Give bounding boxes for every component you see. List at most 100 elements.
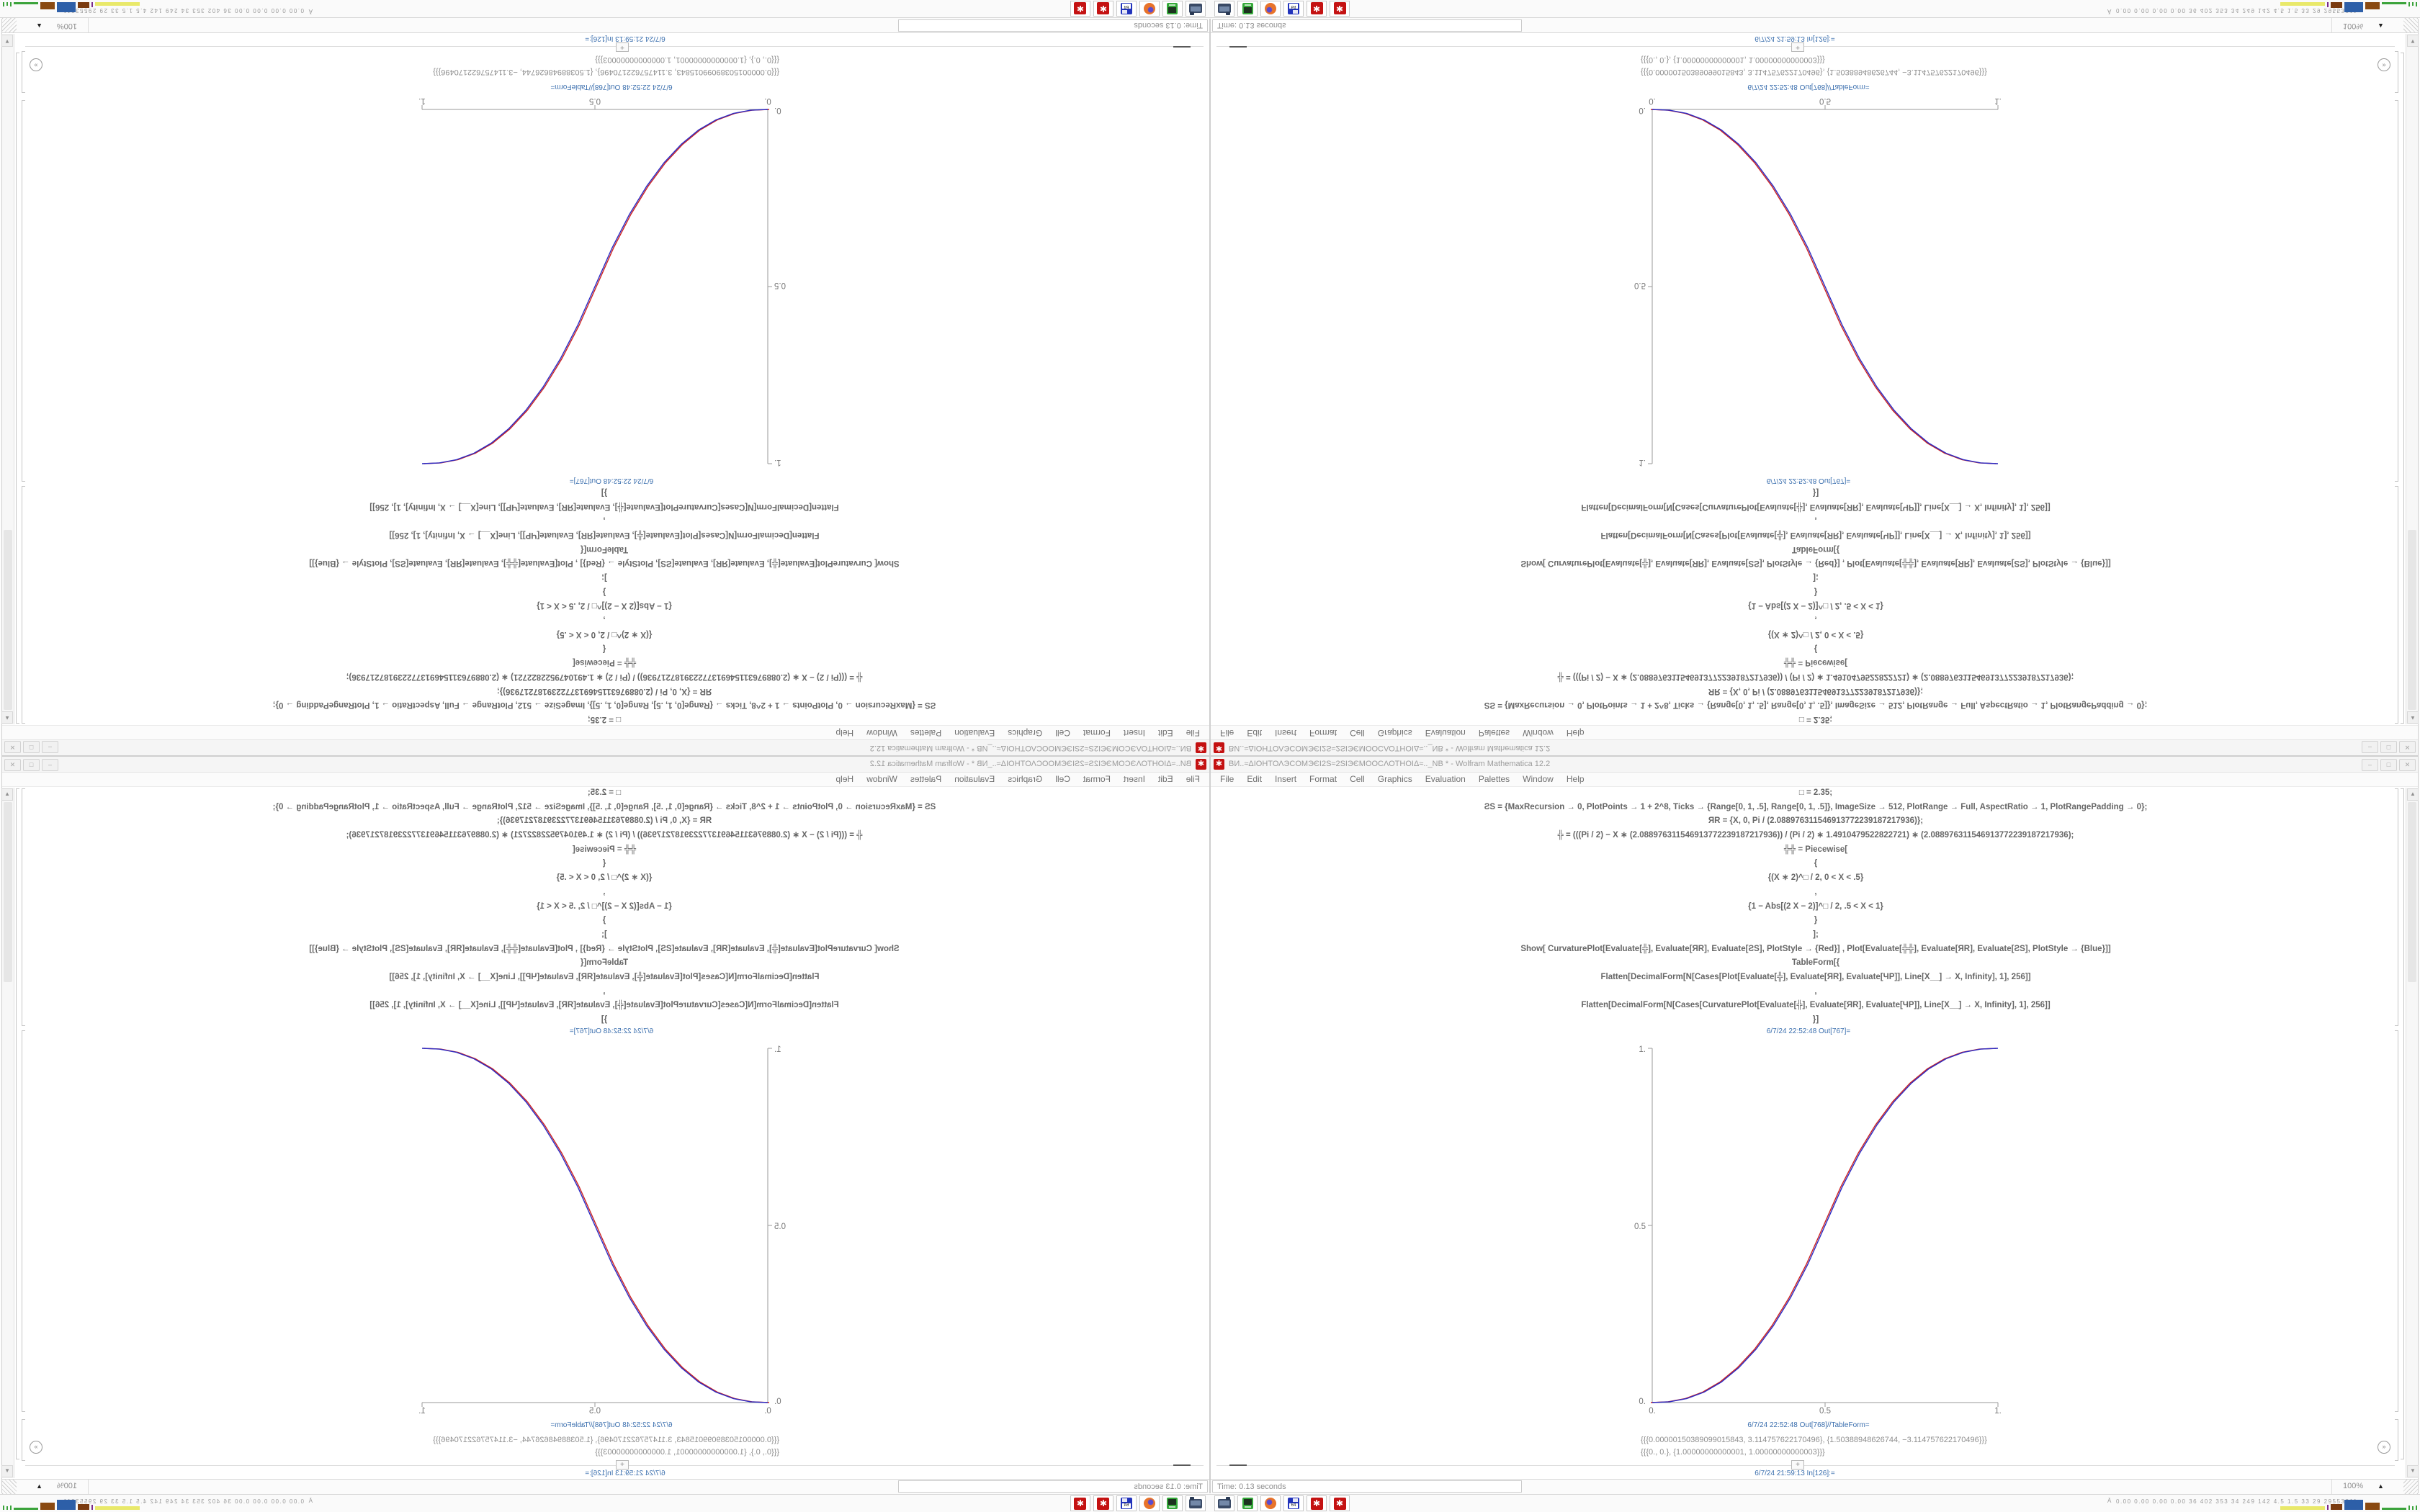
code-line[interactable]: {(X ∗ 2)^□ / 2, 0 < X < .5} — [556, 873, 653, 883]
code-line[interactable]: ЯR = {X, 0, Pi / (2.08897631154691377223… — [496, 816, 712, 826]
code-line[interactable]: }] — [601, 488, 608, 497]
code-line[interactable]: Flatten[DecimalForm[N[Cases[CurvaturePlo… — [1581, 1001, 2051, 1010]
code-line[interactable]: , — [1814, 887, 1817, 896]
taskbar-item-disk64[interactable]: 64 — [1283, 1, 1304, 17]
code-line[interactable]: } — [1814, 587, 1818, 596]
output-plot-cell-bracket[interactable] — [22, 100, 25, 482]
menu-window[interactable]: Window — [866, 774, 897, 784]
menu-palettes[interactable]: Palettes — [910, 728, 942, 738]
output-plot-cell-bracket[interactable] — [22, 1030, 25, 1412]
code-line[interactable]: ╬ = (((Pi / 2) − X ∗ (2.0889763115469137… — [1557, 831, 2074, 840]
menu-cell[interactable]: Cell — [1055, 728, 1070, 738]
code-line[interactable]: Show[ CurvaturePlot[Evaluate[╬], Evaluat… — [1520, 944, 2111, 953]
menu-help[interactable]: Help — [835, 774, 854, 784]
scroll-jump-icon[interactable]: » — [2378, 1441, 2390, 1454]
vertical-scrollbar[interactable]: ▲ ▼ — [2406, 34, 2419, 724]
taskbar-item-mathematica-1[interactable]: ✱ — [1307, 1, 1327, 17]
code-line[interactable]: Flatten[DecimalForm[N[Cases[Plot[Evaluat… — [1600, 531, 2031, 540]
menu-evaluation[interactable]: Evaluation — [954, 728, 995, 738]
menu-format[interactable]: Format — [1083, 728, 1111, 738]
menu-help[interactable]: Help — [1566, 774, 1585, 784]
menu-cell[interactable]: Cell — [1055, 774, 1070, 784]
code-line[interactable]: {1 − Abs[(2 X − 2)]^□ / 2, .5 < X < 1} — [537, 901, 672, 911]
taskbar-item-screen-capture[interactable] — [1214, 1, 1234, 17]
magnification-caret-icon[interactable]: ▲ — [36, 1482, 42, 1490]
magnification-control[interactable]: 100% — [2343, 1482, 2364, 1490]
insert-cell-plus-button[interactable]: + — [616, 1460, 629, 1470]
scrollbar-thumb[interactable] — [4, 530, 12, 710]
taskbar-item-mathematica-1[interactable]: ✱ — [1307, 1495, 1327, 1511]
code-line[interactable]: ╬╬ = Piecewise[ — [1783, 845, 1848, 854]
taskbar-item-green-utility[interactable] — [1237, 1495, 1258, 1511]
menu-edit[interactable]: Edit — [1157, 728, 1173, 738]
taskbar-item-mathematica-2[interactable]: ✱ — [1330, 1, 1350, 17]
menu-edit[interactable]: Edit — [1157, 774, 1173, 784]
cell-insert-rule[interactable] — [1216, 1465, 2395, 1466]
code-line[interactable]: ]; — [601, 930, 607, 939]
output-table-cell-bracket[interactable] — [2395, 1419, 2398, 1461]
code-line[interactable]: } — [1814, 916, 1818, 925]
input-cell[interactable]: □ = 2.35; ƧS = {MaxRecursion → 0, PlotPo… — [28, 485, 1180, 726]
code-line[interactable]: Show[ CurvaturePlot[Evaluate[╬], Evaluat… — [309, 944, 900, 953]
code-line[interactable]: {(X ∗ 2)^□ / 2, 0 < X < .5} — [1767, 873, 1864, 883]
input-cell[interactable]: □ = 2.35; ƧS = {MaxRecursion → 0, PlotPo… — [1240, 786, 2392, 1027]
code-line[interactable]: ╬╬ = Piecewise[ — [572, 845, 637, 854]
code-line[interactable]: }] — [1812, 1015, 1819, 1024]
taskbar-item-firefox[interactable] — [1260, 1495, 1281, 1511]
input-cell-bracket[interactable] — [2395, 486, 2398, 724]
input-cell-bracket[interactable] — [2395, 788, 2398, 1026]
code-line[interactable]: TableForm[{ — [580, 958, 629, 968]
code-line[interactable]: TableForm[{ — [1791, 544, 1840, 554]
maximize-button[interactable]: □ — [23, 759, 40, 771]
output-plot-cell-bracket[interactable] — [2395, 1030, 2398, 1412]
menu-file[interactable]: File — [1220, 728, 1234, 738]
menu-file[interactable]: File — [1186, 774, 1200, 784]
menu-file[interactable]: File — [1186, 728, 1200, 738]
input-cell[interactable]: □ = 2.35; ƧS = {MaxRecursion → 0, PlotPo… — [28, 786, 1180, 1027]
scroll-jump-icon[interactable]: » — [30, 58, 42, 71]
code-line[interactable]: { — [1814, 644, 1818, 653]
code-line[interactable]: {(X ∗ 2)^□ / 2, 0 < X < .5} — [1767, 629, 1864, 639]
menu-format[interactable]: Format — [1309, 774, 1337, 784]
scrollbar-thumb[interactable] — [2408, 802, 2416, 982]
menu-window[interactable]: Window — [1523, 728, 1554, 738]
taskbar-item-disk64[interactable]: 64 — [1116, 1, 1137, 17]
code-line[interactable]: , — [603, 516, 606, 526]
maximize-button[interactable]: □ — [23, 741, 40, 753]
taskbar-item-screen-capture[interactable] — [1186, 1, 1206, 17]
magnification-control[interactable]: 100% — [2343, 22, 2364, 30]
code-line[interactable]: Flatten[DecimalForm[N[Cases[Plot[Evaluat… — [389, 972, 820, 981]
menu-format[interactable]: Format — [1083, 774, 1111, 784]
menu-evaluation[interactable]: Evaluation — [954, 774, 995, 784]
code-line[interactable]: , — [1814, 516, 1817, 526]
insert-cell-plus-button[interactable]: + — [1791, 1460, 1804, 1470]
menu-format[interactable]: Format — [1309, 728, 1337, 738]
taskbar-item-disk64[interactable]: 64 — [1283, 1495, 1304, 1511]
code-line[interactable]: ƧS = {MaxRecursion → 0, PlotPoints → 1 +… — [272, 802, 936, 811]
magnification-control[interactable]: 100% — [56, 22, 77, 30]
code-line[interactable]: □ = 2.35; — [587, 715, 622, 724]
cell-insert-rule[interactable] — [1216, 46, 2395, 47]
taskbar-item-screen-capture[interactable] — [1186, 1495, 1206, 1511]
taskbar-item-mathematica-1[interactable]: ✱ — [1093, 1, 1113, 17]
code-line[interactable]: { — [602, 859, 606, 868]
code-line[interactable]: {(X ∗ 2)^□ / 2, 0 < X < .5} — [556, 629, 653, 639]
scroll-up-icon[interactable]: ▲ — [1, 711, 13, 724]
code-line[interactable]: ╬ = (((Pi / 2) − X ∗ (2.0889763115469137… — [1557, 672, 2074, 681]
code-line[interactable]: Flatten[DecimalForm[N[Cases[CurvaturePlo… — [369, 1001, 839, 1010]
cell-insert-rule[interactable] — [25, 46, 1204, 47]
taskbar-item-firefox[interactable] — [1139, 1, 1160, 17]
window-titlebar[interactable]: ✱ ВИ..≈ΔΙΟΗΤΟΛЭCOMЭЄΙ2S≈2SΙЭЄMOOCΛΟΤΗΟΙΔ… — [1211, 757, 2418, 773]
cell-group-bracket[interactable] — [2401, 788, 2404, 1459]
taskbar-item-green-utility[interactable] — [1162, 1, 1183, 17]
close-button[interactable]: ✕ — [4, 741, 21, 753]
menu-graphics[interactable]: Graphics — [1377, 728, 1412, 738]
code-line[interactable]: ЯR = {X, 0, Pi / (2.08897631154691377223… — [1708, 816, 1924, 826]
menu-help[interactable]: Help — [1566, 728, 1585, 738]
input-cell[interactable]: □ = 2.35; ƧS = {MaxRecursion → 0, PlotPo… — [1240, 485, 2392, 726]
code-line[interactable]: ]; — [1813, 930, 1819, 939]
code-line[interactable]: □ = 2.35; — [587, 788, 622, 797]
menu-palettes[interactable]: Palettes — [910, 774, 942, 784]
cell-group-bracket[interactable] — [2401, 53, 2404, 724]
insert-cell-plus-button[interactable]: + — [1791, 42, 1804, 52]
